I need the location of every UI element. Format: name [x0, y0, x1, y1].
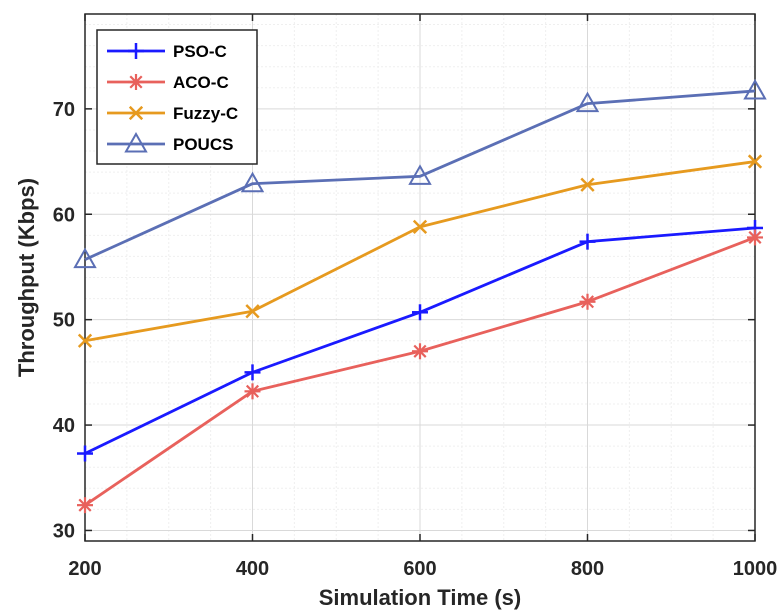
data-point-marker — [579, 233, 596, 250]
y-tick-label: 60 — [53, 204, 75, 226]
series-aco-c — [77, 229, 763, 514]
data-point-marker — [743, 78, 767, 100]
data-point-marker — [73, 247, 97, 269]
data-point-marker — [77, 333, 93, 348]
legend-entry: PSO-C — [107, 42, 227, 61]
x-tick-label: 1000 — [733, 558, 778, 580]
data-point-marker — [579, 293, 596, 310]
y-tick-label: 50 — [53, 310, 75, 332]
legend: PSO-C ACO-C Fuzzy-C POUCS — [96, 29, 258, 165]
data-point-marker — [747, 229, 763, 246]
x-tick-label: 600 — [403, 558, 436, 580]
x-axis-title: Simulation Time (s) — [319, 585, 522, 610]
x-tick-label: 800 — [571, 558, 604, 580]
legend-entry: Fuzzy-C — [107, 104, 238, 123]
data-point-marker — [412, 219, 428, 235]
y-tick-label: 70 — [53, 99, 75, 121]
legend-marker — [124, 131, 148, 153]
legend-label: PSO-C — [173, 42, 227, 61]
x-tick-label: 400 — [236, 558, 269, 580]
data-point-marker — [244, 364, 261, 381]
data-point-marker — [245, 304, 260, 319]
series-pso-c — [77, 219, 763, 462]
data-point-marker — [412, 304, 428, 321]
legend-entry: ACO-C — [107, 73, 229, 92]
data-point-marker — [575, 91, 600, 113]
legend-marker — [128, 74, 144, 90]
series-fuzzy-c — [77, 154, 763, 348]
legend-entry: POUCS — [107, 131, 233, 154]
data-point-marker — [244, 383, 261, 400]
data-point-marker — [77, 497, 93, 514]
series-poucs — [73, 78, 767, 269]
data-point-marker — [408, 164, 432, 185]
y-axis-title: Throughput (Kbps) — [14, 178, 39, 377]
series-group — [73, 78, 767, 514]
series-line — [84, 89, 756, 261]
data-point-marker — [240, 171, 265, 193]
legend-marker — [128, 105, 144, 121]
data-point-marker — [77, 445, 93, 462]
x-tick-label: 200 — [68, 558, 101, 580]
legend-label: Fuzzy-C — [173, 104, 238, 123]
data-point-marker — [747, 154, 763, 169]
data-point-marker — [412, 343, 428, 360]
legend-label: POUCS — [173, 135, 233, 154]
axis-ticks: 200 400 600 800 1000 30 40 50 60 70 — [53, 14, 778, 580]
y-tick-label: 30 — [53, 520, 75, 542]
legend-marker — [128, 43, 144, 59]
legend-label: ACO-C — [173, 73, 229, 92]
y-tick-label: 40 — [53, 415, 75, 437]
data-point-marker — [580, 177, 595, 192]
